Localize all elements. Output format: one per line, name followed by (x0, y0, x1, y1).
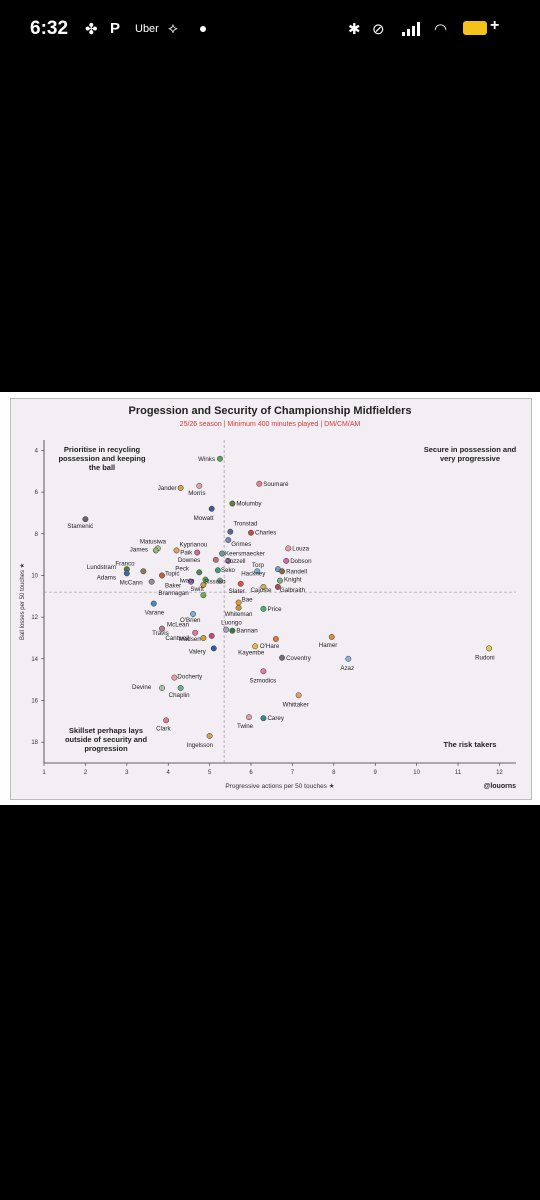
chart-panel (10, 398, 532, 800)
paypal-icon: P (110, 20, 121, 37)
signal-icon (402, 22, 424, 36)
charging-icon: + (490, 17, 500, 34)
uber-label: Uber (135, 23, 159, 35)
chart-title: Progession and Security of Championship … (128, 405, 412, 417)
chart-subtitle: 25/26 season | Minimum 400 minutes playe… (179, 421, 361, 428)
app-icon: ⟡ (168, 20, 178, 37)
status-time: 6:32 (30, 18, 69, 39)
wifi-icon: ◠ (434, 21, 448, 38)
status-bar: 6:32 ✤ P Uber ⟡ ✱ ⊘ ◠ + (0, 0, 540, 60)
fan-icon: ✤ (85, 21, 98, 38)
notification-dot-icon (200, 26, 206, 32)
mute-icon: ⊘ (372, 21, 385, 38)
bluetooth-icon: ✱ (348, 21, 361, 38)
battery-icon (463, 21, 487, 35)
